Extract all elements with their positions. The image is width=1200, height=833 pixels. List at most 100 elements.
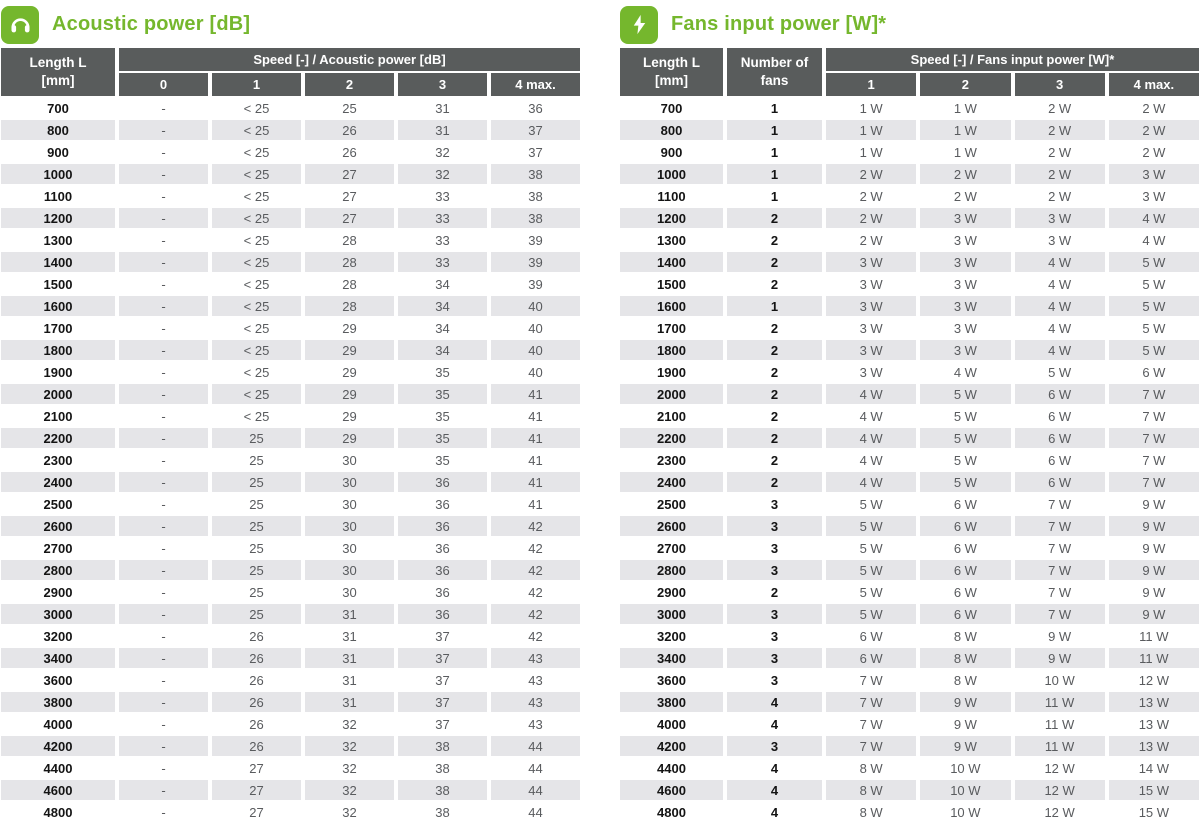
value-cell: 32 [305,714,394,734]
acoustic-speed-header-3: 3 [398,73,487,96]
value-cell: 26 [212,692,301,712]
value-cell: 11 W [1014,736,1105,756]
fans-count-cell: 2 [727,450,822,470]
length-cell: 700 [620,98,723,118]
value-cell: < 25 [212,384,301,404]
value-cell: 28 [305,296,394,316]
value-cell: - [119,230,208,250]
length-cell: 1700 [1,318,115,338]
value-cell: 32 [305,736,394,756]
length-cell: 2800 [620,560,723,580]
value-cell: < 25 [212,142,301,162]
value-cell: < 25 [212,120,301,140]
value-cell: 26 [305,142,394,162]
value-cell: - [119,450,208,470]
value-cell: 44 [491,802,580,822]
value-cell: 30 [305,472,394,492]
value-cell: 28 [305,230,394,250]
value-cell: 32 [305,802,394,822]
value-cell: < 25 [212,98,301,118]
value-cell: 2 W [1014,164,1105,184]
value-cell: 3 W [826,318,917,338]
value-cell: 8 W [826,780,917,800]
value-cell: 27 [212,802,301,822]
value-cell: 31 [398,98,487,118]
value-cell: 7 W [1014,582,1105,602]
value-cell: 34 [398,318,487,338]
value-cell: 39 [491,230,580,250]
length-cell: 2900 [620,582,723,602]
value-cell: 25 [212,538,301,558]
value-cell: 25 [212,516,301,536]
length-cell: 2100 [1,406,115,426]
value-cell: 9 W [1108,516,1199,536]
value-cell: 3 W [1014,208,1105,228]
headphones-icon [1,5,39,44]
length-cell: 800 [620,120,723,140]
value-cell: 34 [398,340,487,360]
length-cell: 1900 [620,362,723,382]
value-cell: 32 [305,758,394,778]
value-cell: - [119,560,208,580]
value-cell: 37 [491,142,580,162]
length-cell: 4400 [620,758,723,778]
value-cell: 6 W [920,494,1011,514]
value-cell: 2 W [826,208,917,228]
value-cell: 35 [398,362,487,382]
value-cell: 26 [212,670,301,690]
value-cell: - [119,208,208,228]
value-cell: 32 [305,780,394,800]
value-cell: 27 [305,164,394,184]
value-cell: 25 [212,560,301,580]
length-cell: 3000 [620,604,723,624]
value-cell: - [119,406,208,426]
value-cell: 9 W [1014,648,1105,668]
value-cell: 30 [305,538,394,558]
value-cell: 27 [305,186,394,206]
length-cell: 1500 [1,274,115,294]
length-cell: 1000 [1,164,115,184]
value-cell: 35 [398,450,487,470]
value-cell: 40 [491,318,580,338]
value-cell: 42 [491,582,580,602]
acoustic-speed-header-2: 2 [305,73,394,96]
fans-count-cell: 1 [727,120,822,140]
value-cell: 11 W [1108,626,1199,646]
value-cell: - [119,670,208,690]
value-cell: 12 W [1014,802,1105,822]
value-cell: - [119,120,208,140]
value-cell: 37 [398,670,487,690]
value-cell: - [119,274,208,294]
value-cell: - [119,538,208,558]
value-cell: 42 [491,604,580,624]
value-cell: 2 W [1014,120,1105,140]
length-cell: 3600 [620,670,723,690]
value-cell: < 25 [212,252,301,272]
value-cell: 26 [212,736,301,756]
value-cell: 41 [491,450,580,470]
value-cell: 38 [398,802,487,822]
value-cell: - [119,714,208,734]
length-cell: 2300 [620,450,723,470]
value-cell: - [119,802,208,822]
value-cell: 42 [491,626,580,646]
value-cell: 37 [398,626,487,646]
fans-count-cell: 1 [727,164,822,184]
value-cell: 42 [491,560,580,580]
acoustic-panel-title: Acoustic power [dB] [52,13,251,35]
length-cell: 1200 [620,208,723,228]
value-cell: 31 [305,692,394,712]
value-cell: 10 W [920,780,1011,800]
value-cell: 10 W [1014,670,1105,690]
value-cell: 1 W [920,142,1011,162]
fans-count-cell: 3 [727,626,822,646]
value-cell: 7 W [1108,472,1199,492]
value-cell: 36 [398,494,487,514]
value-cell: 6 W [1014,406,1105,426]
value-cell: 36 [398,538,487,558]
value-cell: 6 W [1108,362,1199,382]
value-cell: 5 W [1108,296,1199,316]
fans-speed-header-2: 3 [1014,73,1105,96]
value-cell: 13 W [1108,692,1199,712]
value-cell: 4 W [1108,230,1199,250]
